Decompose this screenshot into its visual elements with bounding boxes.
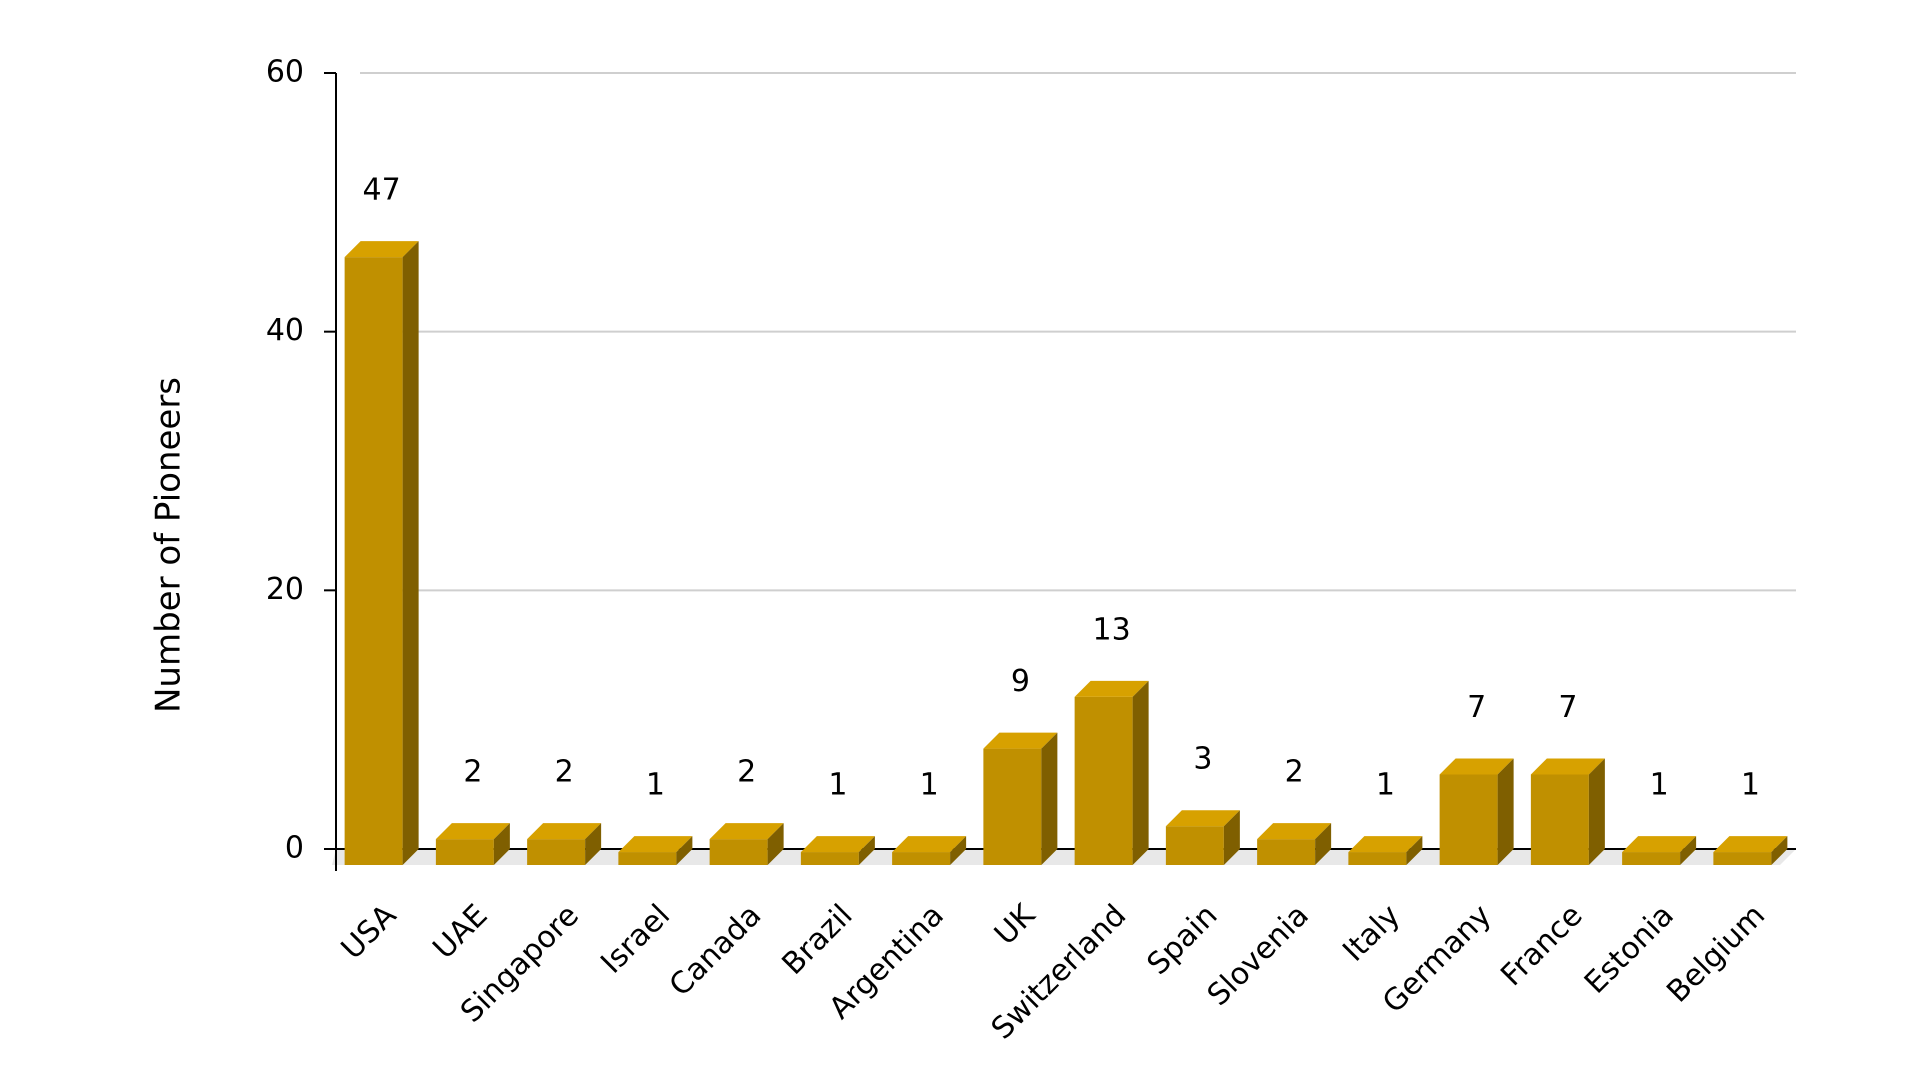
bar-top: [1074, 680, 1149, 697]
bar-top: [1257, 823, 1332, 840]
y-tick-label: 40: [266, 313, 304, 348]
value-label: 1: [1376, 768, 1395, 803]
bar-side: [493, 823, 510, 865]
value-label: 1: [828, 768, 847, 803]
bar-top: [1530, 758, 1605, 775]
x-tick-label: Italy: [1336, 898, 1407, 969]
bar-side: [1041, 732, 1058, 865]
bar: [983, 748, 1042, 865]
bar-side: [1588, 758, 1605, 865]
y-axis-label: Number of Pioneers: [149, 377, 189, 713]
bar: [527, 839, 586, 865]
bar: [892, 852, 951, 865]
value-label: 2: [737, 755, 756, 790]
bar: [1165, 826, 1224, 865]
value-label: 3: [1193, 742, 1212, 777]
bar-side: [1497, 758, 1514, 865]
value-label: 1: [920, 768, 939, 803]
bar-side: [858, 836, 875, 865]
bar-side: [950, 836, 967, 865]
bar: [1074, 696, 1133, 865]
bar: [1257, 839, 1316, 865]
value-label: 2: [1285, 755, 1304, 790]
bar-top: [527, 823, 602, 840]
bar-top: [1713, 836, 1788, 853]
value-label: 1: [646, 768, 665, 803]
x-tick-label: Spain: [1141, 898, 1225, 982]
bar-top: [618, 836, 693, 853]
x-tick-label: France: [1494, 898, 1589, 993]
bar-side: [402, 241, 419, 866]
bar-side: [1771, 836, 1788, 865]
value-label: 1: [1650, 768, 1669, 803]
x-tick-label: Brazil: [776, 898, 860, 982]
bar: [800, 852, 859, 865]
value-label: 9: [1011, 664, 1030, 699]
x-tick-label: UAE: [426, 898, 494, 966]
bar-top: [1622, 836, 1697, 853]
value-label: 2: [555, 755, 574, 790]
bar: [1713, 852, 1772, 865]
bar: [709, 839, 768, 865]
value-label: 7: [1558, 690, 1577, 725]
bar-top: [983, 732, 1058, 749]
value-label: 2: [463, 755, 482, 790]
x-tick-label: Slovenia: [1201, 898, 1316, 1013]
value-label: 7: [1467, 690, 1486, 725]
bar-side: [585, 823, 602, 865]
x-tick-label: Israel: [594, 898, 677, 981]
bar: [1622, 852, 1681, 865]
bar-side: [1223, 810, 1240, 865]
bar-side: [676, 836, 693, 865]
bar-top: [344, 241, 419, 258]
bar: [344, 257, 403, 866]
bar-side: [1680, 836, 1697, 865]
y-tick-label: 20: [266, 572, 304, 607]
y-tick-label: 60: [266, 55, 304, 90]
bar-top: [1439, 758, 1514, 775]
bar: [1348, 852, 1407, 865]
value-label: 1: [1741, 768, 1760, 803]
bar-side: [1132, 680, 1149, 865]
bar: [435, 839, 494, 865]
y-tick-label: 0: [285, 831, 304, 866]
bar-side: [1315, 823, 1332, 865]
x-tick-label: UK: [988, 897, 1043, 952]
bar-top: [435, 823, 510, 840]
x-tick-label: Belgium: [1660, 898, 1772, 1010]
bar-side: [767, 823, 784, 865]
bar: [618, 852, 677, 865]
bar-top: [800, 836, 875, 853]
bar-top: [709, 823, 784, 840]
floor: [332, 849, 1796, 865]
x-tick-label: USA: [335, 898, 404, 967]
x-tick-label: Canada: [663, 898, 768, 1003]
bar-top: [892, 836, 967, 853]
bar-top: [1348, 836, 1423, 853]
bar-top: [1165, 810, 1240, 827]
value-label: 13: [1093, 612, 1131, 647]
bar-side: [1406, 836, 1423, 865]
bar: [1530, 774, 1589, 865]
bar: [1439, 774, 1498, 865]
value-label: 47: [363, 173, 401, 208]
